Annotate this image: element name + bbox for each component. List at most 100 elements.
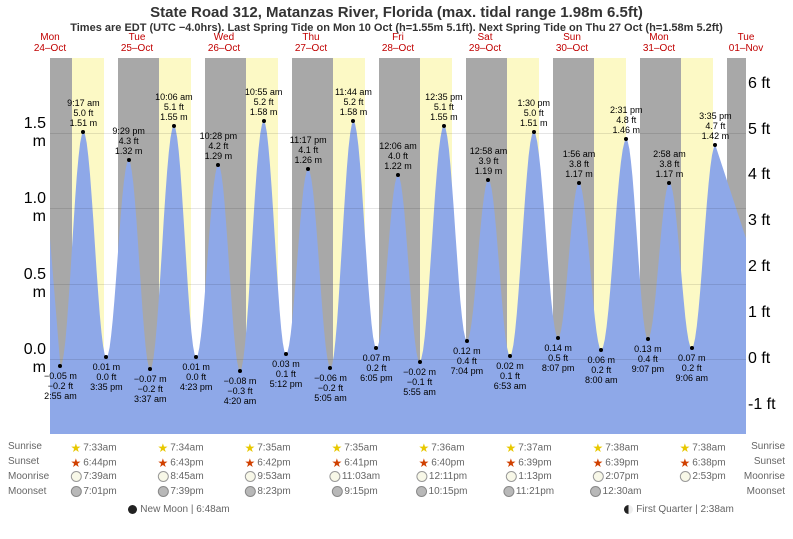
footer-row-label-left: Sunrise — [8, 441, 42, 452]
moonrise-time: 2:07pm — [592, 471, 638, 482]
gridline — [50, 208, 746, 209]
tide-extreme-dot — [486, 178, 490, 182]
sunset-time: ★6:39pm — [505, 456, 551, 470]
tide-extreme-dot — [238, 369, 242, 373]
sunrise-time: ★7:34am — [157, 441, 203, 455]
moonrise-icon — [157, 471, 168, 482]
tide-extreme-dot — [624, 137, 628, 141]
sunset-icon: ★ — [592, 456, 603, 470]
sunset-icon: ★ — [70, 456, 81, 470]
moonrise-icon — [592, 471, 603, 482]
sunrise-time: ★7:37am — [505, 441, 551, 455]
y-tick-left: 0.5 m — [16, 266, 46, 302]
gridline — [50, 133, 746, 134]
tide-extreme-label: 10:06 am5.1 ft1.55 m — [146, 92, 202, 122]
moonset-icon — [416, 486, 427, 497]
moonset-time: 10:15pm — [416, 486, 468, 497]
tide-extreme-label: 9:29 pm4.3 ft1.32 m — [101, 126, 157, 156]
first-quarter-note: First Quarter | 2:38am — [624, 504, 734, 515]
sunset-time: ★6:43pm — [157, 456, 203, 470]
date-label: Tue25–Oct — [112, 32, 162, 54]
tide-extreme-label: 11:17 pm4.1 ft1.26 m — [280, 135, 336, 165]
footer-row-label-right: Sunset — [754, 456, 785, 467]
moonrise-icon — [70, 471, 81, 482]
sunrise-time: ★7:38am — [679, 441, 725, 455]
tide-extreme-dot — [374, 346, 378, 350]
moonrise-time: 8:45am — [157, 471, 203, 482]
moonrise-icon — [244, 471, 255, 482]
footer-row-label-right: Moonrise — [744, 471, 785, 482]
moonset-time: 7:01pm — [70, 486, 116, 497]
tide-extreme-dot — [418, 360, 422, 364]
sunrise-time: ★7:38am — [592, 441, 638, 455]
footer-row-label-left: Moonset — [8, 486, 46, 497]
first-quarter-icon — [624, 505, 633, 514]
footer-row-label-right: Moonset — [747, 486, 785, 497]
tide-extreme-label: 1:30 pm5.0 ft1.51 m — [506, 98, 562, 128]
moonset-icon — [503, 486, 514, 497]
sunset-time: ★6:38pm — [679, 456, 725, 470]
tide-extreme-dot — [646, 337, 650, 341]
tide-extreme-label: 11:44 am5.2 ft1.58 m — [325, 87, 381, 117]
tide-extreme-dot — [599, 348, 603, 352]
moonset-time: 9:15pm — [331, 486, 377, 497]
tide-extreme-dot — [667, 181, 671, 185]
tide-extreme-label: 1:56 am3.8 ft1.17 m — [551, 149, 607, 179]
date-label: Mon31–Oct — [634, 32, 684, 54]
moonrise-icon — [416, 471, 427, 482]
footer-row-label-left: Moonrise — [8, 471, 49, 482]
sunrise-icon: ★ — [592, 441, 603, 455]
tide-extreme-dot — [58, 364, 62, 368]
tide-extreme-label: 3:35 pm4.7 ft1.42 m — [687, 111, 743, 141]
sunset-time: ★6:42pm — [244, 456, 290, 470]
tide-extreme-dot — [396, 173, 400, 177]
moonrise-icon — [679, 471, 690, 482]
tide-extreme-dot — [262, 119, 266, 123]
tide-extreme-dot — [577, 181, 581, 185]
tide-extreme-dot — [690, 346, 694, 350]
tide-extreme-dot — [508, 354, 512, 358]
sunset-icon: ★ — [157, 456, 168, 470]
sunrise-icon: ★ — [244, 441, 255, 455]
moonset-icon — [331, 486, 342, 497]
sunrise-icon: ★ — [70, 441, 81, 455]
sunset-time: ★6:44pm — [70, 456, 116, 470]
chart-title: State Road 312, Matanzas River, Florida … — [0, 4, 793, 21]
moonrise-icon — [505, 471, 516, 482]
y-tick-right: 6 ft — [748, 75, 778, 93]
moonrise-icon — [329, 471, 340, 482]
y-tick-right: 1 ft — [748, 304, 778, 322]
y-tick-right: 2 ft — [748, 258, 778, 276]
gridline — [50, 284, 746, 285]
tide-extreme-label: 12:35 pm5.1 ft1.55 m — [416, 92, 472, 122]
sunrise-icon: ★ — [505, 441, 516, 455]
footer-row-label-right: Sunrise — [751, 441, 785, 452]
tide-extreme-label: 9:17 am5.0 ft1.51 m — [55, 98, 111, 128]
date-label: Fri28–Oct — [373, 32, 423, 54]
sunset-icon: ★ — [418, 456, 429, 470]
y-tick-left: 1.5 m — [16, 115, 46, 151]
tide-extreme-dot — [127, 158, 131, 162]
sunrise-time: ★7:33am — [70, 441, 116, 455]
date-label: Thu27–Oct — [286, 32, 336, 54]
sunrise-icon: ★ — [418, 441, 429, 455]
tide-extreme-dot — [284, 352, 288, 356]
moonrise-time: 9:53am — [244, 471, 290, 482]
new-moon-note: New Moon | 6:48am — [128, 504, 229, 515]
sunrise-icon: ★ — [679, 441, 690, 455]
tide-extreme-dot — [442, 124, 446, 128]
tide-extreme-label: 12:06 am4.0 ft1.22 m — [370, 141, 426, 171]
sunrise-time: ★7:36am — [418, 441, 464, 455]
sunset-time: ★6:40pm — [418, 456, 464, 470]
sunrise-time: ★7:35am — [244, 441, 290, 455]
moonrise-time: 11:03am — [329, 471, 380, 482]
date-label: Tue01–Nov — [721, 32, 771, 54]
moonset-time: 7:39pm — [157, 486, 203, 497]
new-moon-icon — [128, 505, 137, 514]
gridline — [50, 359, 746, 360]
date-label: Mon24–Oct — [25, 32, 75, 54]
y-tick-left: 0.0 m — [16, 341, 46, 377]
y-tick-right: -1 ft — [748, 396, 778, 414]
tide-extreme-dot — [351, 119, 355, 123]
moonset-icon — [590, 486, 601, 497]
